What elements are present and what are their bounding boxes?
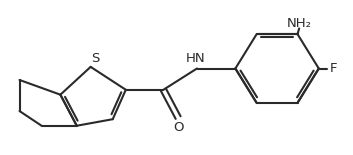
Text: NH₂: NH₂ — [287, 17, 312, 30]
Text: S: S — [91, 52, 100, 65]
Text: HN: HN — [185, 52, 205, 65]
Text: O: O — [173, 121, 184, 134]
Text: F: F — [330, 62, 337, 75]
